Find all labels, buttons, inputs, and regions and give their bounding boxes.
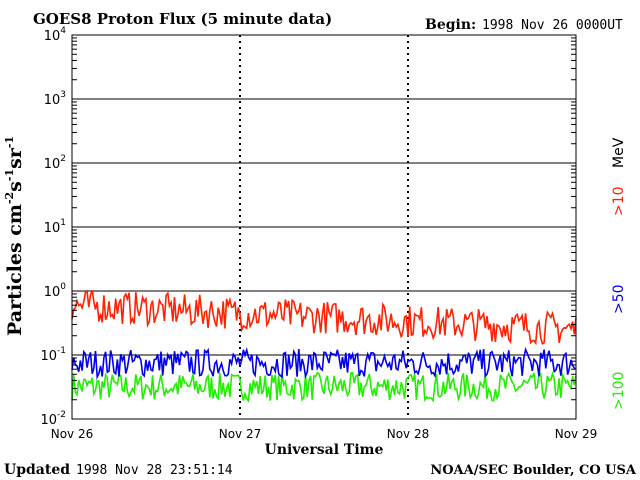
x-tick-label: Nov 28 <box>387 427 430 441</box>
series-line-1 <box>71 346 577 381</box>
y-tick-label: 100 <box>44 282 67 300</box>
x-tick-label: Nov 29 <box>555 427 598 441</box>
x-tick-label: Nov 27 <box>219 427 262 441</box>
legend-entry-50: >50 <box>611 284 627 314</box>
plot-frame <box>71 34 577 420</box>
legend-entry-100: >100 <box>611 372 627 410</box>
x-tick-label: Nov 26 <box>51 427 94 441</box>
credit-text: NOAA/SEC Boulder, CO USA <box>430 463 637 478</box>
y-tick-label: 101 <box>44 218 66 236</box>
begin-value: 1998 Nov 26 0000UT <box>482 18 623 33</box>
legend-entry-10: >10 <box>611 186 627 216</box>
y-tick-labels: 10-2 10-1 100 101 102 103 104 <box>40 26 66 428</box>
chart-title: GOES8 Proton Flux (5 minute data) <box>33 10 332 28</box>
y-tick-label: 10-2 <box>40 410 66 428</box>
plot-grid <box>72 35 576 419</box>
x-axis-label: Universal Time <box>265 442 384 458</box>
series-line-2 <box>71 371 577 403</box>
series-line-0 <box>71 289 577 346</box>
y-tick-label: 104 <box>44 26 67 44</box>
y-tick-label: 103 <box>44 90 66 108</box>
y-tick-label: 10-1 <box>40 346 66 364</box>
updated-text: Updated 1998 Nov 28 23:51:14 <box>4 462 233 478</box>
legend: >10 MeV >50 >100 <box>611 137 627 410</box>
x-tick-labels: Nov 26 Nov 27 Nov 28 Nov 29 <box>51 427 598 441</box>
series-layer <box>71 289 577 403</box>
y-axis-label: Particles cm-2s-1sr-1 <box>3 136 26 336</box>
begin-label: Begin: <box>425 17 476 33</box>
plot-border <box>71 34 577 420</box>
y-tick-label: 102 <box>44 154 66 172</box>
legend-unit: MeV <box>611 137 627 168</box>
